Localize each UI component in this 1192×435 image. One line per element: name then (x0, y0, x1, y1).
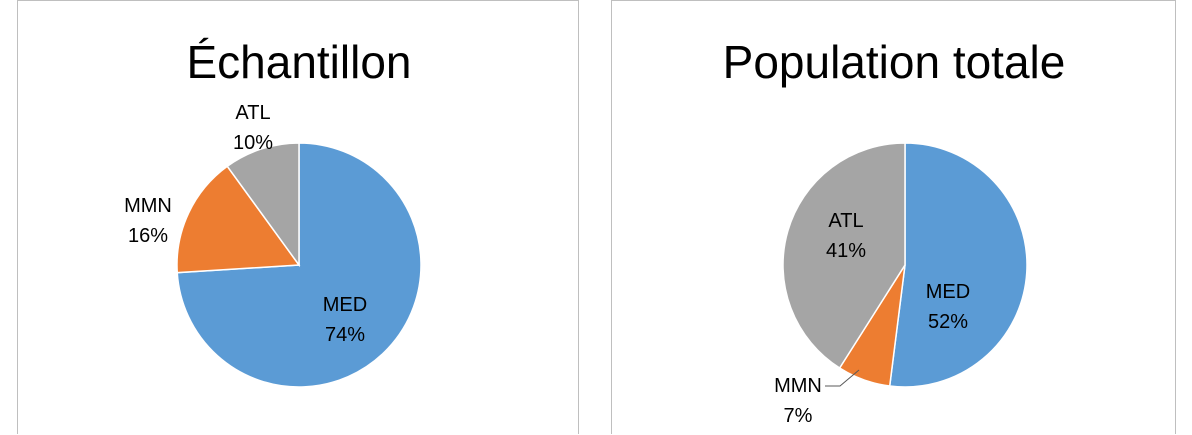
pie-slice-med (888, 142, 1028, 388)
pie-slice-mmn (176, 165, 301, 274)
pie-slices (782, 142, 1028, 388)
data-label-category: ATL (235, 102, 270, 124)
chart-panel-echantillon: Échantillon MED 74% MMN 16% ATL 10% (17, 0, 579, 434)
data-label-category: ATL (828, 210, 863, 232)
data-label-atl: ATL 41% (826, 210, 866, 262)
chart-title: Population totale (723, 36, 1066, 88)
pie-chart-echantillon: Échantillon MED 74% MMN 16% ATL 10% (124, 36, 422, 388)
data-label-percent: 41% (826, 240, 866, 262)
data-label-percent: 16% (128, 225, 168, 247)
pie-slice-atl (782, 142, 906, 370)
data-label-category: MMN (124, 195, 172, 217)
data-label-percent: 74% (325, 324, 365, 346)
data-label-atl: ATL 10% (233, 102, 273, 154)
data-label-med: MED 74% (323, 294, 367, 346)
data-label-mmn: MMN 7% (774, 375, 822, 427)
data-label-category: MED (926, 281, 970, 303)
pie-slices (176, 142, 422, 388)
pie-chart-population-totale: Population totale MED 52% MMN 7% ATL 41% (723, 36, 1066, 427)
data-label-category: MMN (774, 375, 822, 397)
chart-panel-population-totale: Population totale MED 52% MMN 7% ATL 41% (611, 0, 1176, 434)
data-label-med: MED 52% (926, 281, 970, 333)
data-label-mmn: MMN 16% (124, 195, 172, 247)
data-label-category: MED (323, 294, 367, 316)
data-label-percent: 10% (233, 132, 273, 154)
leader-line-mmn (825, 369, 860, 387)
data-label-percent: 7% (784, 405, 813, 427)
chart-title: Échantillon (186, 36, 411, 88)
data-label-percent: 52% (928, 311, 968, 333)
pie-slice-atl (226, 142, 300, 268)
